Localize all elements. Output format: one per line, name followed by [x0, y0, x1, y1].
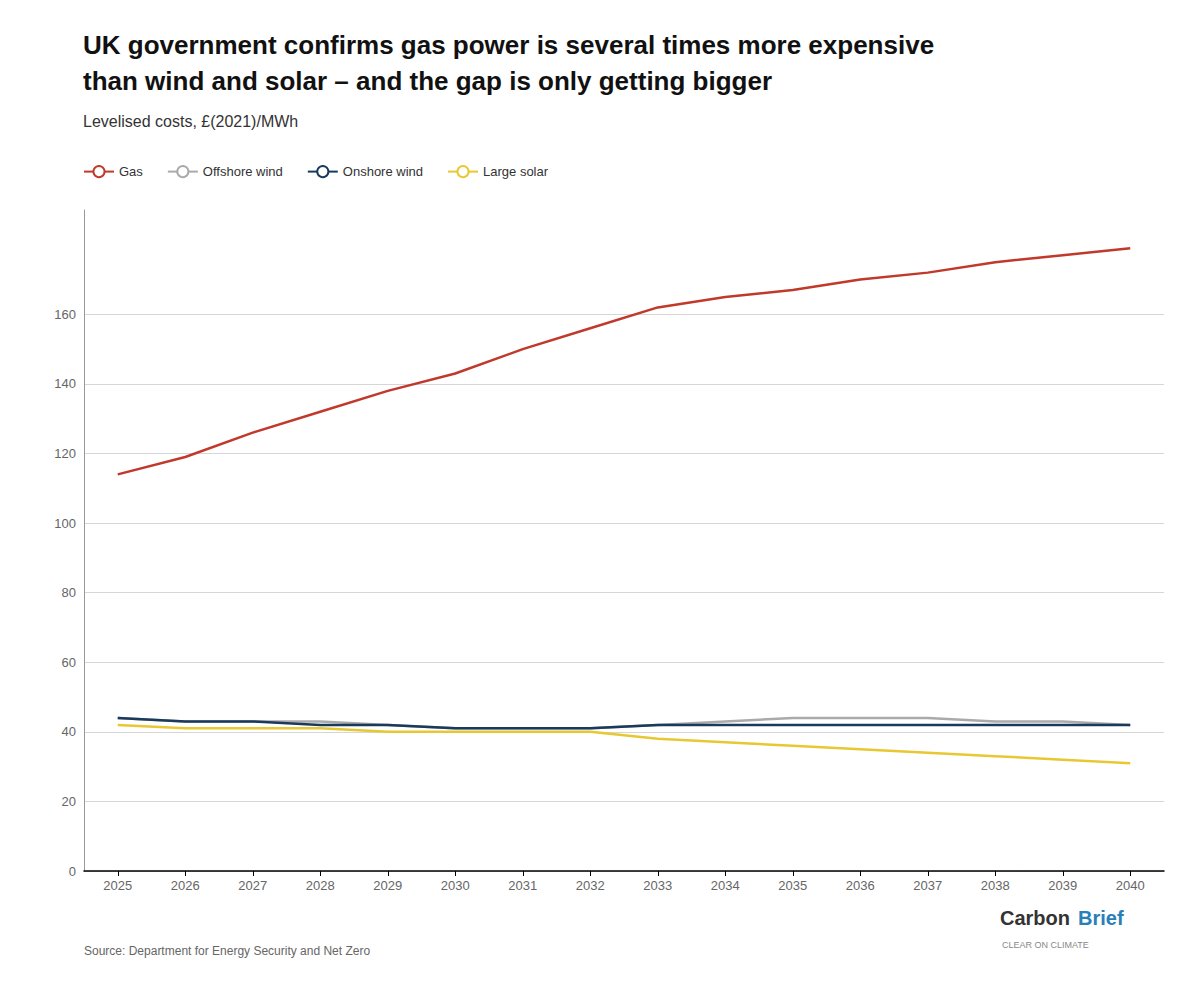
svg-text:60: 60 [62, 655, 76, 670]
svg-text:2039: 2039 [1048, 878, 1077, 893]
svg-text:80: 80 [62, 585, 76, 600]
svg-text:Large solar: Large solar [483, 164, 549, 179]
svg-text:2027: 2027 [238, 878, 267, 893]
svg-text:Onshore wind: Onshore wind [343, 164, 423, 179]
svg-text:40: 40 [62, 724, 76, 739]
svg-text:Carbon: Carbon [1000, 907, 1070, 929]
svg-text:2028: 2028 [306, 878, 335, 893]
svg-text:2025: 2025 [103, 878, 132, 893]
svg-text:2029: 2029 [373, 878, 402, 893]
svg-text:Offshore wind: Offshore wind [203, 164, 283, 179]
svg-text:Gas: Gas [119, 164, 143, 179]
svg-text:2034: 2034 [711, 878, 740, 893]
svg-text:20: 20 [62, 794, 76, 809]
svg-text:Source: Department for Energy: Source: Department for Energy Security a… [84, 944, 370, 958]
svg-text:2037: 2037 [913, 878, 942, 893]
svg-text:2038: 2038 [981, 878, 1010, 893]
svg-text:2036: 2036 [846, 878, 875, 893]
svg-text:2032: 2032 [576, 878, 605, 893]
svg-text:140: 140 [54, 376, 76, 391]
svg-text:UK government confirms gas pow: UK government confirms gas power is seve… [83, 30, 934, 60]
svg-text:Brief: Brief [1078, 907, 1124, 929]
svg-text:120: 120 [54, 446, 76, 461]
svg-text:than wind and solar – and the: than wind and solar – and the gap is onl… [83, 66, 772, 96]
svg-text:2031: 2031 [508, 878, 537, 893]
svg-text:160: 160 [54, 307, 76, 322]
svg-text:CLEAR ON CLIMATE: CLEAR ON CLIMATE [1002, 940, 1089, 950]
svg-text:2026: 2026 [171, 878, 200, 893]
svg-text:0: 0 [69, 864, 76, 879]
svg-text:Levelised costs, £(2021)/MWh: Levelised costs, £(2021)/MWh [83, 113, 298, 130]
svg-text:100: 100 [54, 516, 76, 531]
svg-text:2040: 2040 [1116, 878, 1145, 893]
svg-text:2030: 2030 [441, 878, 470, 893]
svg-text:2035: 2035 [778, 878, 807, 893]
svg-text:2033: 2033 [643, 878, 672, 893]
